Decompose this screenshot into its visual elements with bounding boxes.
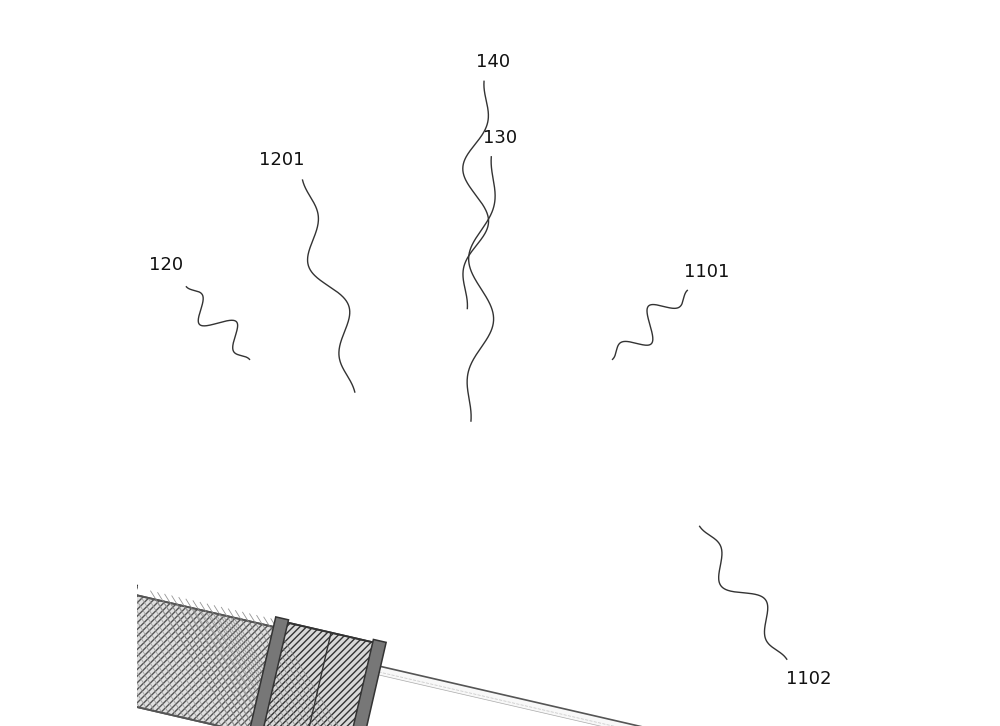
Text: 120: 120 (149, 256, 183, 274)
Polygon shape (266, 652, 708, 726)
Polygon shape (257, 622, 377, 726)
Polygon shape (344, 640, 386, 726)
Polygon shape (93, 591, 301, 726)
Text: 1102: 1102 (786, 670, 831, 688)
Polygon shape (259, 643, 715, 726)
Polygon shape (91, 584, 136, 708)
Text: 1101: 1101 (684, 264, 730, 281)
Text: 130: 130 (483, 129, 517, 147)
Polygon shape (272, 629, 308, 726)
Text: 1201: 1201 (259, 151, 305, 168)
Polygon shape (247, 617, 289, 726)
Text: 140: 140 (476, 53, 510, 70)
